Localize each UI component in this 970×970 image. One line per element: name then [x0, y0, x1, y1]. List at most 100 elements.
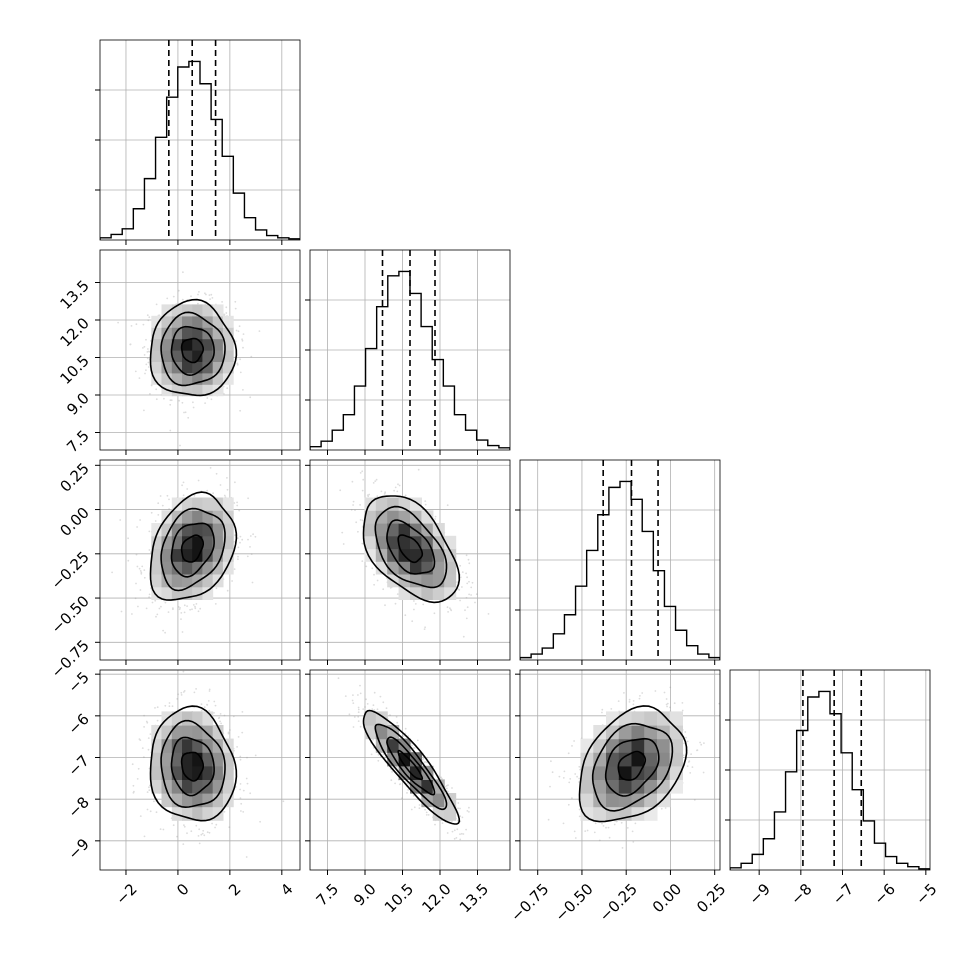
density-cell — [171, 711, 183, 726]
density-cell — [182, 523, 193, 537]
x-tick-label: 4 — [277, 880, 296, 899]
density-cell — [212, 793, 224, 808]
density-cell — [202, 548, 214, 562]
density-cell — [212, 752, 224, 767]
density-cell — [161, 725, 173, 740]
density-cell — [222, 510, 234, 524]
density-cell — [182, 793, 193, 808]
hist-panel-4 — [730, 670, 930, 870]
density-cell — [644, 806, 658, 821]
density-cell — [202, 523, 214, 537]
density-cell — [669, 765, 683, 780]
density-cell — [222, 561, 234, 575]
contour-level-4 — [362, 709, 461, 825]
density-cell — [161, 561, 173, 575]
density-cell — [171, 793, 183, 808]
density-cell — [202, 725, 214, 740]
density-cell — [580, 765, 594, 780]
density-cell — [151, 327, 163, 340]
density-cell — [387, 561, 400, 575]
density-cell — [387, 523, 400, 537]
density-cell — [151, 372, 163, 385]
density-cell — [432, 548, 445, 562]
density-cell — [222, 372, 234, 385]
panel-frame — [519, 669, 721, 871]
x-tick-label: 0.25 — [693, 880, 729, 916]
density-cell — [182, 338, 193, 351]
density-cell — [151, 523, 163, 537]
hist-panel-2 — [310, 250, 510, 450]
density-cell — [222, 535, 234, 550]
density-cell — [171, 752, 183, 767]
density-cell — [161, 535, 173, 550]
density-cell — [644, 793, 658, 808]
density-cell — [375, 497, 388, 511]
density-cell — [398, 535, 411, 550]
density-cell — [161, 350, 173, 362]
density-cell — [593, 806, 607, 821]
panel-frame — [309, 669, 511, 871]
density-cell — [171, 738, 183, 753]
contour-level-4 — [149, 298, 238, 397]
density-cell — [192, 338, 203, 351]
density-cell — [618, 752, 633, 767]
density-cell — [222, 361, 234, 374]
density-cell — [171, 765, 183, 780]
density-cell — [192, 561, 203, 575]
scatter-panel-4-2 — [310, 670, 510, 870]
density-cell — [212, 327, 224, 340]
density-cell — [432, 561, 445, 575]
y-tick-label: −0.25 — [48, 548, 93, 593]
x-tick-label: 0.00 — [649, 880, 685, 916]
density-cell — [161, 738, 173, 753]
panel-frame — [519, 459, 721, 661]
density-cell — [593, 779, 607, 794]
density-cell — [182, 315, 193, 328]
contour-level-2 — [386, 519, 436, 575]
density-cell — [410, 779, 422, 794]
density-cell — [182, 510, 193, 524]
density-cell — [171, 372, 183, 385]
density-cell — [212, 497, 224, 511]
density-cell — [171, 561, 183, 575]
density-cell — [192, 327, 203, 340]
density-cell — [182, 586, 193, 600]
density-cell — [222, 327, 234, 340]
histogram-step-1 — [100, 60, 300, 240]
density-cell — [432, 806, 445, 821]
density-cell — [182, 350, 193, 362]
density-cell — [182, 548, 193, 562]
density-cell — [192, 779, 203, 794]
x-tick-label: 7.5 — [313, 880, 343, 910]
density-cell — [580, 806, 594, 821]
density-cell — [364, 535, 377, 550]
density-cell — [375, 725, 388, 740]
contour-level-1 — [180, 534, 204, 563]
density-cell — [182, 725, 193, 740]
density-cell — [618, 765, 633, 780]
density-cell — [151, 361, 163, 374]
density-cell — [182, 574, 193, 588]
density-cell — [192, 535, 203, 550]
density-cell — [171, 338, 183, 351]
density-cell — [669, 725, 683, 740]
density-cell — [161, 304, 173, 317]
density-cell — [606, 779, 620, 794]
density-cell — [212, 765, 224, 780]
contour-level-3 — [591, 722, 674, 812]
density-cell — [593, 752, 607, 767]
contour-level-1 — [180, 751, 204, 782]
contour-level-3 — [374, 723, 448, 811]
density-cell — [151, 535, 163, 550]
density-cell — [421, 510, 434, 524]
hist-panel-1 — [100, 40, 300, 240]
density-cell — [410, 586, 422, 600]
density-cell — [669, 711, 683, 726]
density-cell — [212, 523, 224, 537]
density-cell — [631, 711, 645, 726]
density-cell — [222, 752, 234, 767]
density-cell — [161, 779, 173, 794]
density-cell — [202, 497, 214, 511]
panel-frame — [729, 669, 931, 871]
density-cell — [192, 372, 203, 385]
